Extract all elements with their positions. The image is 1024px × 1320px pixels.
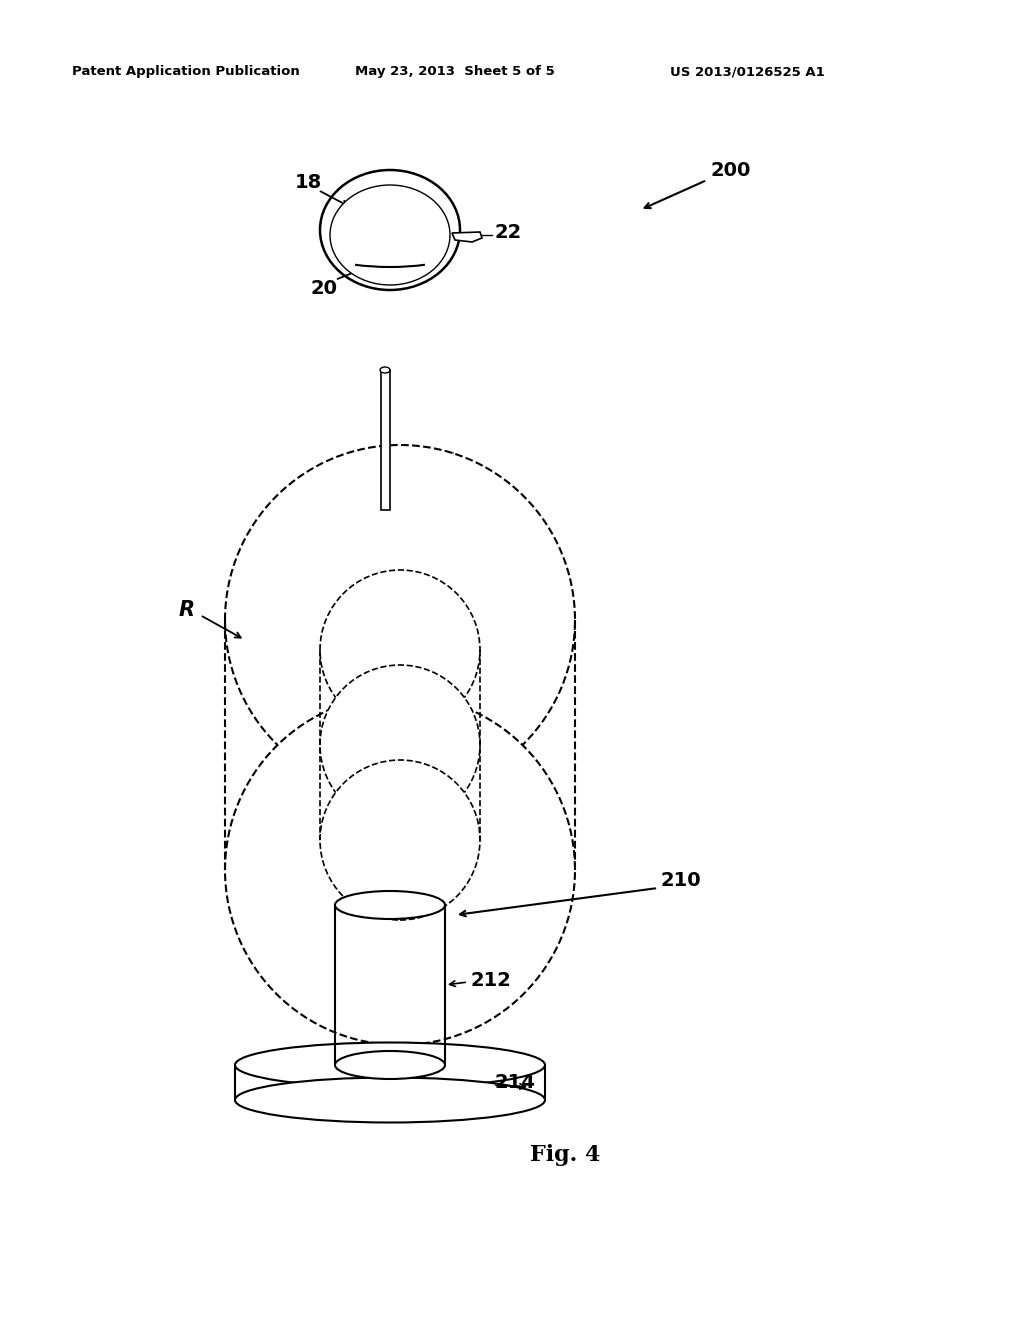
- Ellipse shape: [312, 490, 458, 531]
- Text: 214: 214: [495, 1072, 536, 1092]
- Ellipse shape: [319, 665, 480, 825]
- Text: Fig. 4: Fig. 4: [530, 1144, 600, 1166]
- Ellipse shape: [234, 1043, 545, 1088]
- Bar: [381, 370, 390, 510]
- Text: US 2013/0126525 A1: US 2013/0126525 A1: [670, 66, 824, 78]
- Text: 36: 36: [430, 450, 457, 470]
- Ellipse shape: [330, 185, 450, 285]
- Ellipse shape: [335, 1051, 445, 1078]
- Ellipse shape: [319, 760, 480, 920]
- Text: 212: 212: [470, 970, 511, 990]
- Text: Patent Application Publication: Patent Application Publication: [72, 66, 300, 78]
- Text: May 23, 2013  Sheet 5 of 5: May 23, 2013 Sheet 5 of 5: [355, 66, 555, 78]
- Ellipse shape: [335, 891, 445, 919]
- Text: R: R: [179, 601, 195, 620]
- Ellipse shape: [234, 1077, 545, 1122]
- Text: 200: 200: [710, 161, 751, 180]
- Text: 20: 20: [310, 279, 337, 297]
- Text: 18: 18: [295, 173, 323, 191]
- Text: 22: 22: [495, 223, 522, 242]
- PathPatch shape: [452, 232, 482, 242]
- Ellipse shape: [225, 445, 575, 795]
- Ellipse shape: [319, 570, 480, 730]
- Ellipse shape: [319, 170, 460, 290]
- Ellipse shape: [380, 367, 390, 374]
- Text: 32: 32: [430, 525, 457, 544]
- Text: 210: 210: [660, 870, 700, 890]
- Ellipse shape: [225, 696, 575, 1045]
